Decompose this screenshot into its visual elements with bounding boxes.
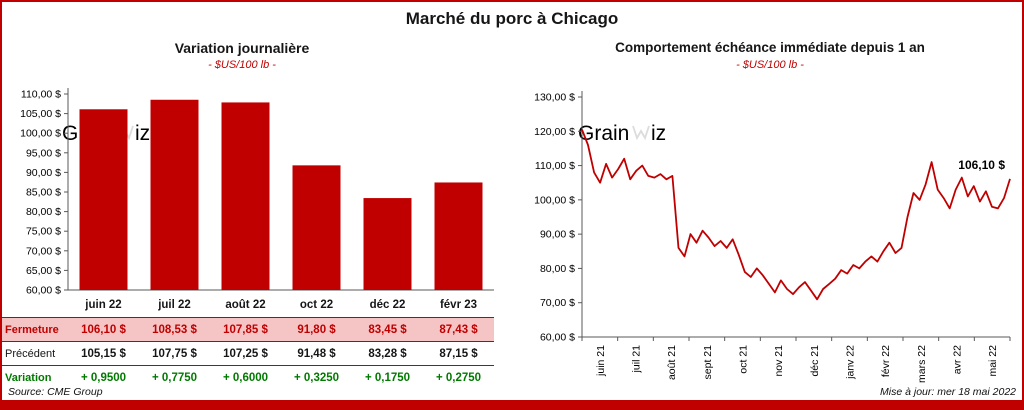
y-tick-label: 70,00 $ [540,297,575,309]
footer: Source: CME Group Mise à jour: mer 18 ma… [8,386,1016,398]
column-header-2: août 22 [225,299,266,311]
y-tick-label: 60,00 $ [540,332,575,344]
variation-value-4: + 0,1750 [364,371,411,384]
x-tick-label: mars 22 [916,345,928,383]
bottom-red-bar [2,400,1022,408]
values-table: juin 22 juil 22 août 22 oct 22 déc 22 févr 23… [2,293,494,389]
table-header-row: juin 22 juil 22 août 22 oct 22 déc 22 févr 23 [2,293,494,318]
x-tick-label: mai 22 [987,345,999,377]
y-tick-label: 130,00 $ [534,92,575,104]
line-chart-title: Comportement échéance immédiate depuis 1… [615,40,925,55]
bar-2 [221,102,270,290]
bar-1 [150,99,199,291]
y-tick-label: 75,00 $ [26,226,61,238]
y-tick-label: 65,00 $ [26,265,61,277]
row-label-fermeture: Fermeture [5,323,59,336]
precedent-value-0: 105,15 $ [81,347,126,360]
y-tick-label: 90,00 $ [26,167,61,179]
variation-value-1: + 0,7750 [151,371,198,384]
y-tick-label: 110,00 $ [535,160,575,172]
watermark-text: iz [651,122,666,145]
column-header-3: oct 22 [299,299,334,311]
precedent-value-4: 83,28 $ [368,347,407,360]
x-tick-label: nov 21 [773,345,785,377]
column-header-0: juin 22 [85,299,122,311]
precedent-value-2: 107,25 $ [223,347,268,360]
fermeture-value-4: 83,45 $ [368,323,407,336]
bar-4 [363,198,412,290]
precedent-value-3: 91,48 $ [297,347,336,360]
y-tick-label: 95,00 $ [26,147,61,159]
line-chart-subtitle: - $US/100 lb - [736,59,804,71]
bar-chart: Grainiz110,00 $105,00 $100,00 $95,00 $90… [20,88,494,297]
row-label-precedent: Précédent [5,347,56,360]
x-tick-label: juil 21 [631,345,643,374]
row-label-variation: Variation [5,371,52,384]
y-tick-label: 80,00 $ [540,263,575,275]
y-tick-label: 70,00 $ [26,245,61,257]
watermark-text: Grain [578,122,629,145]
variation-value-2: + 0,6000 [222,371,269,384]
y-tick-label: 105,00 $ [20,108,61,120]
line-chart: Grain iz 130,00 $ 120,00 $ 110,00 $ 100,00 $ 9… [534,91,1011,383]
bar-3 [292,165,341,290]
y-tick-label: 90,00 $ [540,229,575,241]
fermeture-value-0: 106,10 $ [81,323,126,336]
watermark-text: iz [135,122,150,145]
column-header-1: juil 22 [158,299,191,311]
table-row-fermeture: Fermeture 106,10 $ 108,53 $ 107,85 $ 91,80 $… [2,318,494,342]
fermeture-value-3: 91,80 $ [297,323,336,336]
source-label: Source: CME Group [8,386,103,398]
y-tick-label: 110,00 $ [21,89,61,101]
updated-label: Mise à jour: mer 18 mai 2022 [880,386,1016,398]
variation-value-5: + 0,2750 [435,371,482,384]
y-tick-label: 100,00 $ [20,128,61,140]
table-row-variation: Variation + 0,9500 + 0,7750 + 0,6000 + 0,325… [2,366,494,389]
x-tick-label: juin 21 [595,345,607,377]
fermeture-value-1: 108,53 $ [152,323,197,336]
price-line [581,129,1011,301]
y-tick-label: 120,00 $ [534,126,575,138]
x-tick-label: avr 22 [952,345,964,374]
y-tick-label: 80,00 $ [26,206,61,218]
x-tick-label: févr 22 [880,345,892,377]
column-header-5: févr 23 [439,299,478,311]
page-title: Marché du porc à Chicago [405,9,619,28]
bar-chart-subtitle: - $US/100 lb - [208,59,276,71]
variation-value-3: + 0,3250 [293,371,340,384]
x-tick-label: oct 21 [738,345,750,374]
x-tick-label: sept 21 [702,345,714,380]
table-row-precedent: Précédent 105,15 $ 107,75 $ 107,25 $ 91,48 $… [2,342,494,366]
watermark-zigzag-icon [632,125,650,141]
fermeture-value-5: 87,43 $ [439,323,478,336]
bar-0 [79,109,128,290]
y-tick-label: 100,00 $ [534,194,575,206]
precedent-value-5: 87,15 $ [439,347,478,360]
y-tick-label: 60,00 $ [26,285,61,297]
variation-value-0: + 0,9500 [80,371,127,384]
fermeture-value-2: 107,85 $ [223,323,268,336]
x-tick-label: déc 21 [809,345,821,377]
bar-5 [434,182,483,290]
column-header-4: déc 22 [369,299,406,311]
bar-chart-title: Variation journalière [174,40,310,56]
x-tick-label: août 21 [666,345,678,380]
y-tick-label: 85,00 $ [26,187,61,199]
last-price-label: 106,10 $ [958,158,1005,172]
precedent-value-1: 107,75 $ [152,347,197,360]
x-tick-label: janv 22 [845,345,857,380]
